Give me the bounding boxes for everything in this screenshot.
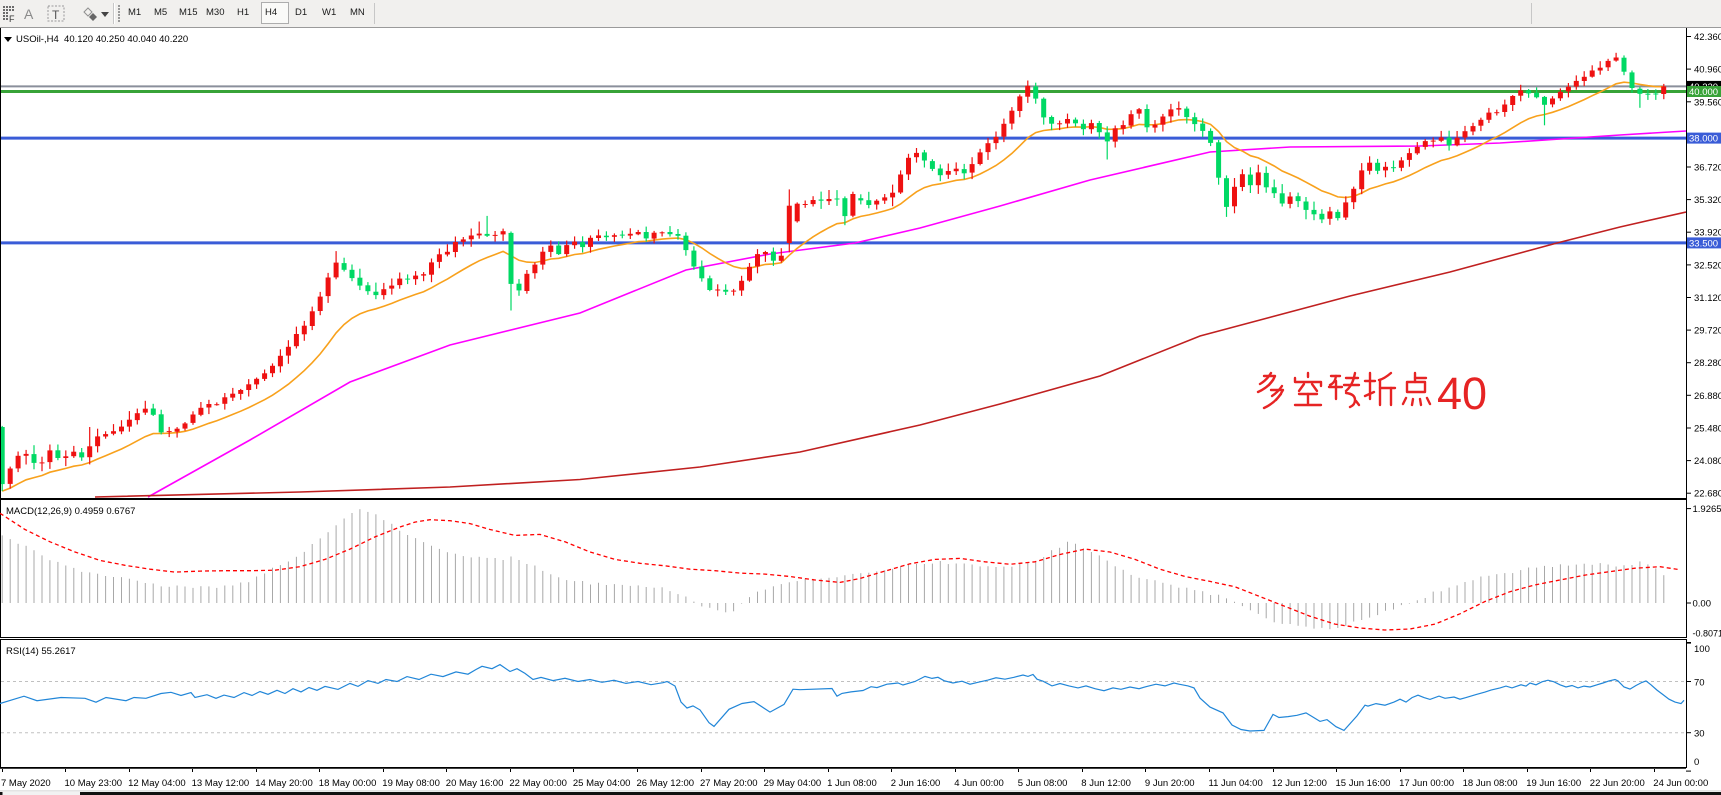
svg-text:25.480: 25.480 [1694, 424, 1721, 435]
svg-text:12 May 04:00: 12 May 04:00 [128, 778, 186, 789]
svg-text:30: 30 [1694, 729, 1705, 740]
svg-text:12 Jun 12:00: 12 Jun 12:00 [1272, 778, 1327, 789]
svg-text:32.520: 32.520 [1694, 260, 1721, 271]
svg-text:15 Jun 16:00: 15 Jun 16:00 [1336, 778, 1391, 789]
svg-text:A: A [24, 6, 34, 22]
svg-text:35.320: 35.320 [1694, 195, 1721, 206]
svg-text:1.9265: 1.9265 [1693, 504, 1721, 515]
svg-text:25 May 04:00: 25 May 04:00 [573, 778, 631, 789]
svg-text:T: T [52, 8, 60, 22]
svg-text:2 Jun 16:00: 2 Jun 16:00 [891, 778, 941, 789]
svg-text:27 May 20:00: 27 May 20:00 [700, 778, 758, 789]
svg-text:19 May 08:00: 19 May 08:00 [382, 778, 440, 789]
svg-text:9 Jun 20:00: 9 Jun 20:00 [1145, 778, 1195, 789]
svg-text:29.720: 29.720 [1694, 326, 1721, 337]
svg-text:22 Jun 20:00: 22 Jun 20:00 [1590, 778, 1645, 789]
svg-text:33.500: 33.500 [1689, 239, 1718, 250]
svg-text:26 May 12:00: 26 May 12:00 [637, 778, 695, 789]
svg-text:11 Jun 04:00: 11 Jun 04:00 [1209, 778, 1263, 789]
svg-text:29 May 04:00: 29 May 04:00 [764, 778, 822, 789]
svg-text:10 May 23:00: 10 May 23:00 [65, 778, 123, 789]
svg-text:0.00: 0.00 [1693, 599, 1712, 610]
svg-text:20 May 16:00: 20 May 16:00 [446, 778, 504, 789]
svg-text:100: 100 [1694, 644, 1710, 655]
svg-text:33.920: 33.920 [1694, 228, 1721, 239]
svg-text:5 Jun 08:00: 5 Jun 08:00 [1018, 778, 1068, 789]
svg-text:1 Jun 08:00: 1 Jun 08:00 [827, 778, 877, 789]
svg-text:42.360: 42.360 [1694, 32, 1721, 43]
svg-text:4 Jun 00:00: 4 Jun 00:00 [954, 778, 1004, 789]
svg-text:28.280: 28.280 [1694, 358, 1721, 369]
svg-text:13 May 12:00: 13 May 12:00 [192, 778, 250, 789]
svg-text:70: 70 [1694, 678, 1705, 689]
svg-text:24.080: 24.080 [1694, 456, 1721, 467]
svg-text:17 Jun 00:00: 17 Jun 00:00 [1399, 778, 1454, 789]
svg-text:18 May 00:00: 18 May 00:00 [319, 778, 377, 789]
svg-text:0: 0 [1694, 757, 1699, 768]
svg-text:22 May 00:00: 22 May 00:00 [509, 778, 567, 789]
svg-text:31.120: 31.120 [1694, 293, 1721, 304]
svg-text:19 Jun 16:00: 19 Jun 16:00 [1526, 778, 1581, 789]
svg-text:38.000: 38.000 [1689, 134, 1718, 145]
svg-text:40.000: 40.000 [1689, 87, 1718, 98]
svg-text:40.960: 40.960 [1694, 65, 1721, 76]
svg-text:40: 40 [1437, 368, 1487, 419]
svg-text:24 Jun 00:00: 24 Jun 00:00 [1653, 778, 1708, 789]
svg-text:MACD(12,26,9) 0.4959 0.6767: MACD(12,26,9) 0.4959 0.6767 [6, 506, 135, 517]
svg-text:36.720: 36.720 [1694, 163, 1721, 174]
svg-text:22.680: 22.680 [1694, 489, 1721, 500]
svg-text:26.880: 26.880 [1694, 391, 1721, 402]
svg-text:18 Jun 08:00: 18 Jun 08:00 [1463, 778, 1518, 789]
svg-text:RSI(14) 55.2617: RSI(14) 55.2617 [6, 646, 76, 657]
svg-text:-0.8071: -0.8071 [1693, 629, 1721, 639]
svg-text:USOil-,H4 40.120 40.250 40.04: USOil-,H4 40.120 40.250 40.040 40.220 [16, 34, 188, 45]
svg-text:F: F [9, 14, 15, 24]
svg-text:14 May 20:00: 14 May 20:00 [255, 778, 313, 789]
svg-text:39.560: 39.560 [1694, 97, 1721, 108]
svg-text:7 May 2020: 7 May 2020 [1, 778, 51, 789]
svg-text:8 Jun 12:00: 8 Jun 12:00 [1081, 778, 1131, 789]
